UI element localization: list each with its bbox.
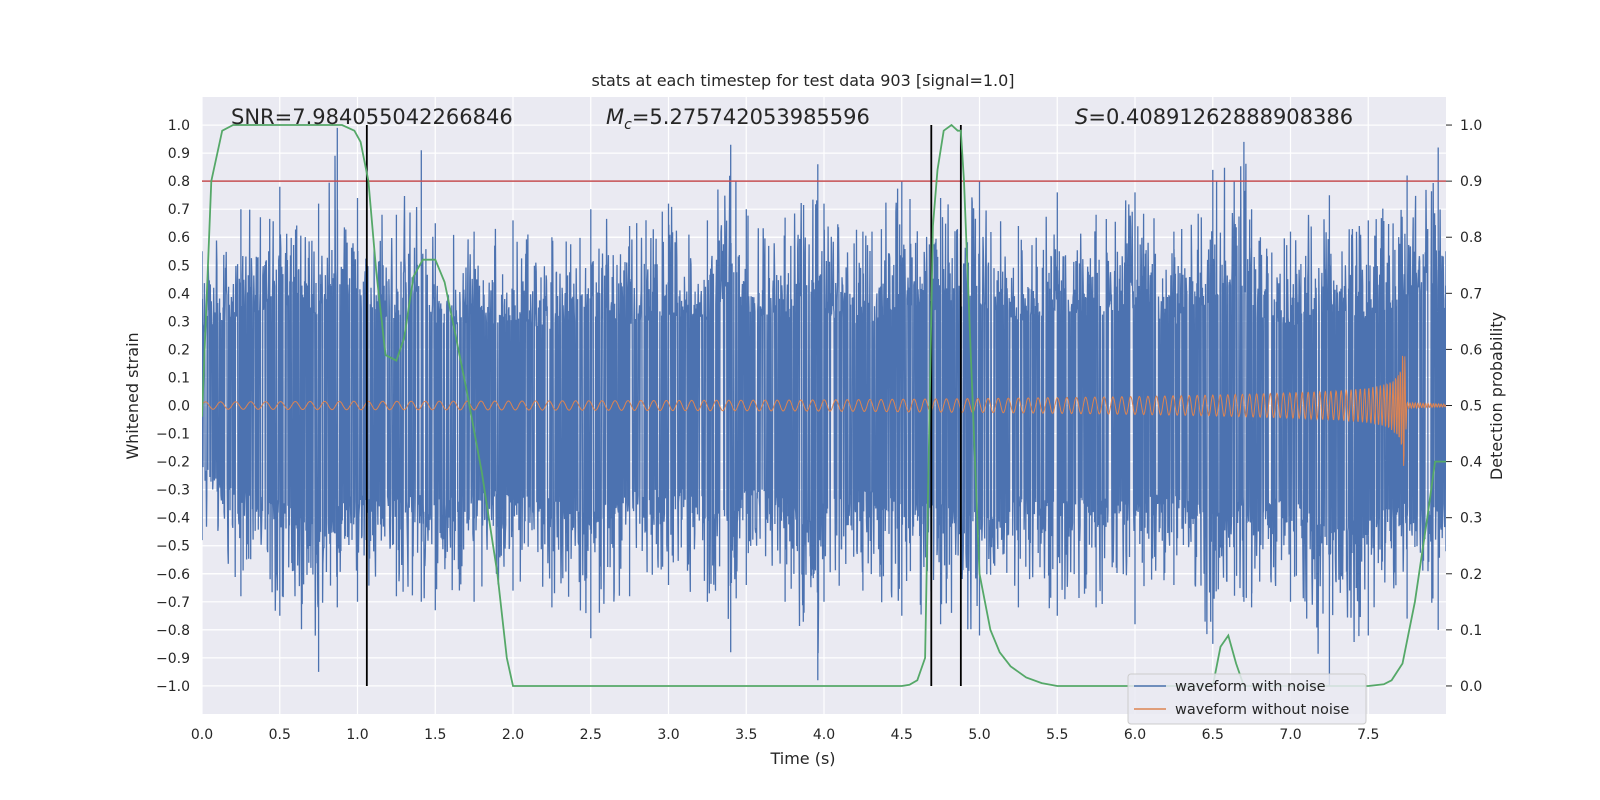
y-right-tick-label: 1.0 xyxy=(1460,118,1482,134)
y-axis-left-ticks: 1.0 0.9 0.8 0.7 0.6 0.5 0.4 0.3 0.2 0.1 0.0 −0.1 −0.… xyxy=(156,118,190,695)
y-right-tick-label: 0.1 xyxy=(1460,623,1482,639)
y-tick-label: 0.0 xyxy=(168,399,190,415)
x-tick-label: 1.5 xyxy=(424,727,446,743)
x-axis-label: Time (s) xyxy=(769,749,835,768)
y-right-tick-label: 0.3 xyxy=(1460,511,1482,527)
y-tick-label: −0.5 xyxy=(156,539,190,555)
y-tick-label: 0.7 xyxy=(168,202,190,218)
y-axis-right-label: Detection probability xyxy=(1487,312,1506,480)
y-tick-label: −0.7 xyxy=(156,595,190,611)
y-tick-label: 0.6 xyxy=(168,230,190,246)
y-right-tick-label: 0.4 xyxy=(1460,455,1482,471)
x-tick-label: 0.0 xyxy=(191,727,213,743)
chirp-mass-annotation: Mc=5.275742053985596 xyxy=(606,105,870,133)
s-symbol: S xyxy=(1075,105,1088,129)
legend: waveform with noise waveform without noi… xyxy=(1127,673,1367,725)
x-tick-label: 2.0 xyxy=(502,727,524,743)
y-tick-label: 0.8 xyxy=(168,174,190,190)
s-value: =0.40891262888908386 xyxy=(1088,105,1353,129)
waveform-without-noise-line xyxy=(202,355,1446,466)
detection-probability-line xyxy=(202,123,1446,687)
y-axis-right-ticks: 1.0 0.9 0.8 0.7 0.6 0.5 0.4 0.3 0.2 0.1 0.0 xyxy=(1446,118,1482,695)
y-tick-label: −1.0 xyxy=(156,679,190,695)
y-right-tick-label: 0.0 xyxy=(1460,679,1482,695)
x-tick-label: 3.5 xyxy=(735,727,757,743)
x-axis-ticks: 0.0 0.5 1.0 1.5 2.0 2.5 3.0 3.5 4.0 4.5 5.0 5.5 6.0 6… xyxy=(191,727,1380,743)
y-right-tick-label: 0.5 xyxy=(1460,399,1482,415)
y-tick-label: −0.4 xyxy=(156,511,190,527)
x-tick-label: 4.5 xyxy=(891,727,913,743)
y-tick-label: 1.0 xyxy=(168,118,190,134)
y-right-tick-label: 0.6 xyxy=(1460,342,1482,358)
y-right-tick-label: 0.9 xyxy=(1460,174,1482,190)
x-tick-label: 2.5 xyxy=(580,727,602,743)
x-tick-label: 7.5 xyxy=(1357,727,1379,743)
chirp-mass-subscript: c xyxy=(624,117,632,133)
legend-label-waveform-with-noise: waveform with noise xyxy=(1175,679,1326,695)
legend-box xyxy=(1127,673,1367,725)
y-tick-label: 0.4 xyxy=(168,286,190,302)
chart-title: stats at each timestep for test data 903… xyxy=(591,71,1014,90)
x-tick-label: 6.5 xyxy=(1202,727,1224,743)
x-tick-label: 3.0 xyxy=(657,727,679,743)
chirp-mass-value: =5.275742053985596 xyxy=(632,105,870,129)
x-tick-label: 5.5 xyxy=(1046,727,1068,743)
y-tick-label: −0.1 xyxy=(156,427,190,443)
y-tick-label: −0.2 xyxy=(156,455,190,471)
y-tick-label: −0.8 xyxy=(156,623,190,639)
waveform-with-noise-line xyxy=(202,127,1446,686)
y-tick-label: −0.3 xyxy=(156,483,190,499)
s-annotation: S=0.40891262888908386 xyxy=(1075,105,1353,129)
x-tick-label: 0.5 xyxy=(269,727,291,743)
y-tick-label: 0.3 xyxy=(168,314,190,330)
y-axis-left-label: Whitened strain xyxy=(123,332,142,459)
y-right-tick-label: 0.8 xyxy=(1460,230,1482,246)
snr-annotation: SNR=7.984055042266846 xyxy=(231,105,513,129)
y-tick-label: −0.6 xyxy=(156,567,190,583)
chirp-mass-symbol: M xyxy=(606,105,624,129)
y-tick-label: 0.1 xyxy=(168,370,190,386)
y-right-tick-label: 0.7 xyxy=(1460,286,1482,302)
y-tick-label: 0.5 xyxy=(168,258,190,274)
x-tick-label: 6.0 xyxy=(1124,727,1146,743)
x-tick-label: 1.0 xyxy=(346,727,368,743)
detection-markers xyxy=(365,125,962,686)
legend-label-waveform-without-noise: waveform without noise xyxy=(1175,702,1349,718)
x-tick-label: 4.0 xyxy=(813,727,835,743)
y-tick-label: 0.9 xyxy=(168,146,190,162)
y-right-tick-label: 0.2 xyxy=(1460,567,1482,583)
x-tick-label: 5.0 xyxy=(968,727,990,743)
x-tick-label: 7.0 xyxy=(1279,727,1301,743)
y-tick-label: 0.2 xyxy=(168,342,190,358)
y-tick-label: −0.9 xyxy=(156,651,190,667)
